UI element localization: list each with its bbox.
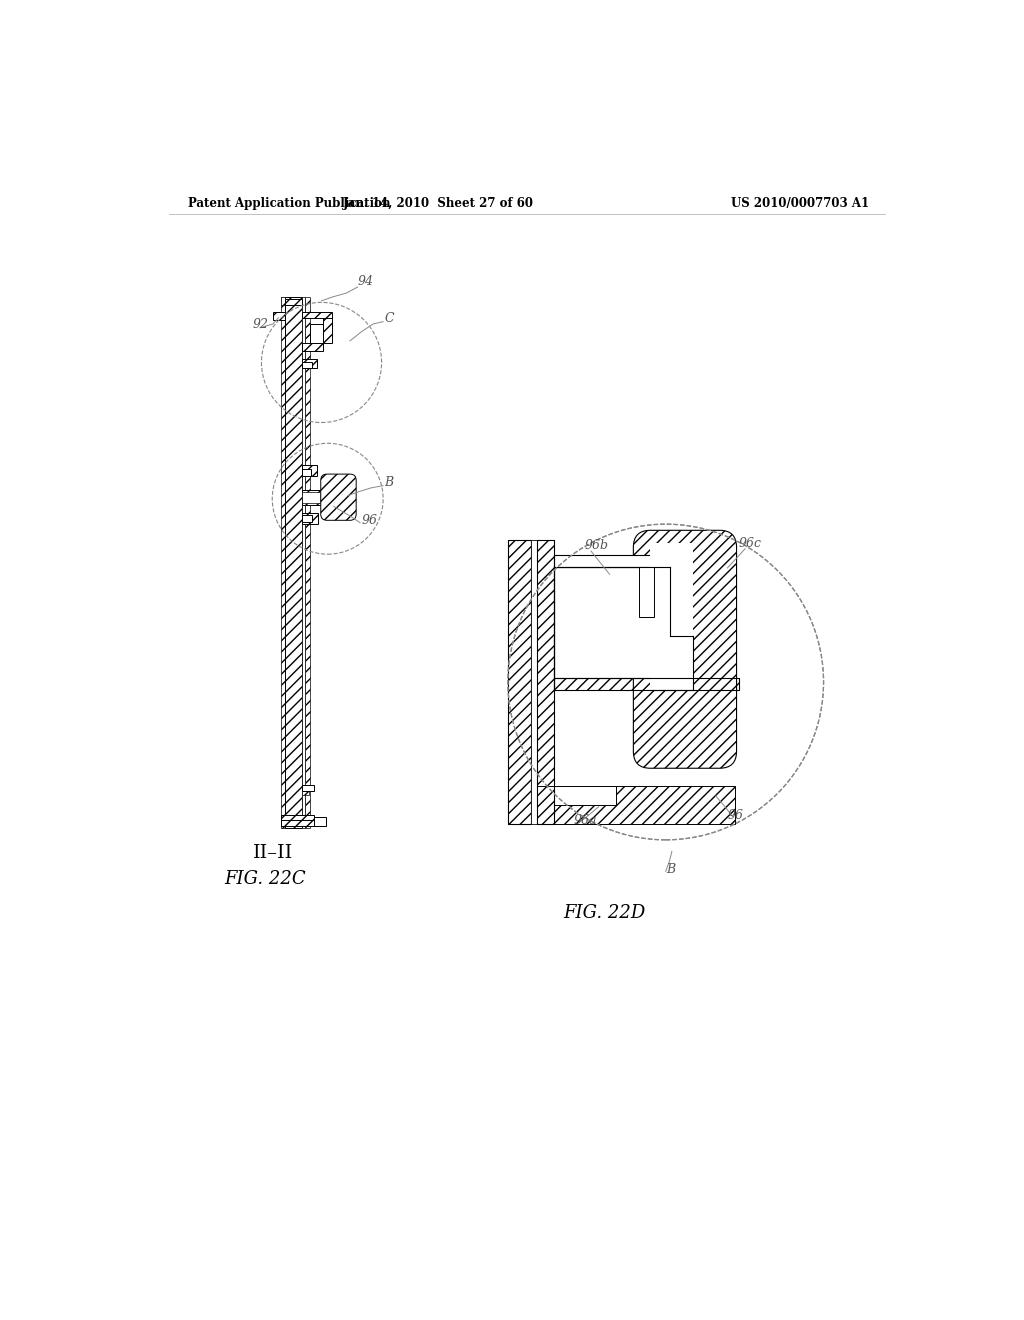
Text: Jan. 14, 2010  Sheet 27 of 60: Jan. 14, 2010 Sheet 27 of 60 (343, 197, 535, 210)
Bar (310, 323, 323, 343)
Bar (538, 540, 554, 825)
Bar (301, 515, 312, 521)
Bar (639, 566, 654, 636)
Bar (508, 540, 531, 825)
Bar (554, 566, 666, 678)
Bar (301, 785, 313, 792)
Bar (304, 297, 310, 829)
Text: Patent Application Publication: Patent Application Publication (188, 197, 391, 210)
Text: FIG. 22C: FIG. 22C (224, 870, 306, 888)
Bar (508, 540, 531, 825)
Bar (282, 820, 324, 826)
Bar (301, 343, 323, 351)
Text: US 2010/0007703 A1: US 2010/0007703 A1 (731, 197, 869, 210)
Bar (650, 552, 692, 689)
Bar (301, 312, 333, 318)
Text: 96c: 96c (739, 537, 762, 550)
Text: II–II: II–II (253, 843, 293, 862)
Text: 94: 94 (357, 276, 374, 289)
Bar (301, 362, 312, 368)
Bar (554, 554, 666, 566)
Text: 96: 96 (361, 515, 378, 527)
Bar (285, 298, 301, 305)
Text: 96: 96 (727, 809, 743, 822)
Circle shape (500, 516, 831, 847)
Text: 96b: 96b (585, 539, 609, 552)
Bar (301, 490, 331, 506)
Circle shape (504, 520, 827, 843)
Bar (273, 313, 285, 321)
Bar (639, 566, 654, 616)
Text: B: B (385, 475, 394, 488)
Text: FIG. 22D: FIG. 22D (563, 904, 645, 921)
Bar (301, 465, 316, 475)
Bar (313, 817, 326, 826)
Bar (650, 544, 692, 636)
Circle shape (469, 486, 862, 878)
Bar (301, 512, 318, 524)
Bar (531, 540, 538, 825)
Bar (323, 318, 333, 343)
Bar (301, 492, 319, 503)
Bar (538, 785, 554, 825)
Bar (282, 297, 285, 305)
Bar (301, 297, 304, 829)
Circle shape (493, 508, 839, 855)
Circle shape (416, 432, 915, 932)
Bar (554, 678, 739, 689)
Text: C: C (385, 312, 394, 325)
Bar (554, 785, 615, 805)
Bar (301, 792, 309, 795)
FancyBboxPatch shape (634, 531, 736, 768)
Circle shape (446, 462, 885, 902)
Bar (531, 540, 538, 825)
Circle shape (484, 502, 847, 863)
Bar (554, 678, 739, 689)
Text: 92: 92 (252, 318, 268, 331)
Bar (538, 540, 554, 825)
Bar (301, 470, 310, 475)
Circle shape (508, 524, 823, 840)
Text: B: B (666, 863, 675, 876)
Circle shape (509, 525, 823, 840)
Bar (282, 816, 313, 825)
Bar (554, 785, 735, 825)
Bar (282, 297, 285, 829)
Text: 96a: 96a (573, 814, 597, 828)
Circle shape (497, 512, 836, 851)
Bar (301, 359, 316, 368)
Bar (285, 297, 301, 829)
FancyBboxPatch shape (321, 474, 356, 520)
